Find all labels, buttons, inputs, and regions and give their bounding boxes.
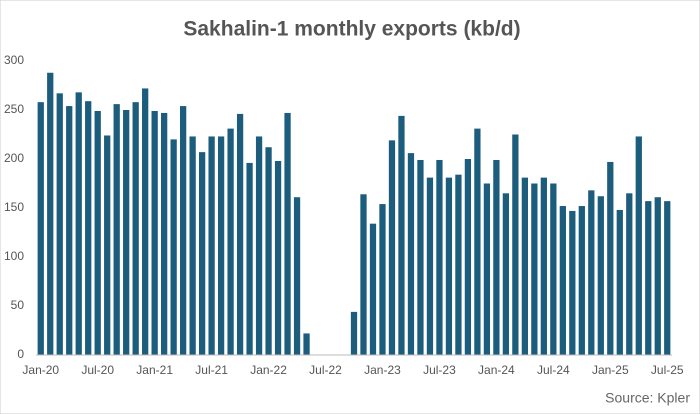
x-tick-label: Jul-25 (651, 363, 684, 377)
bar (607, 161, 614, 355)
bar (255, 136, 263, 355)
bar (303, 333, 310, 355)
x-tick-label: Jul-22 (309, 363, 342, 377)
x-tick-label: Jul-24 (537, 363, 570, 377)
bar (645, 201, 652, 355)
y-tick-label: 0 (17, 347, 24, 361)
bar (142, 88, 149, 355)
bar (531, 183, 538, 355)
bar (161, 112, 168, 355)
bar (189, 136, 196, 355)
bar (75, 92, 82, 356)
bar (654, 197, 661, 355)
bar (635, 136, 642, 355)
bar (265, 147, 272, 355)
bar (426, 177, 434, 355)
bar (47, 72, 54, 355)
y-tick-label: 150 (4, 200, 24, 214)
chart-title: Sakhalin-1 monthly exports (kb/d) (183, 18, 520, 41)
bar (66, 106, 73, 355)
bar (626, 193, 633, 355)
y-tick-label: 100 (4, 249, 24, 263)
bar (151, 110, 158, 355)
bar (113, 104, 120, 356)
bar (578, 206, 585, 355)
bar (94, 110, 101, 355)
bar (569, 210, 576, 355)
y-tick-label: 300 (4, 53, 24, 67)
bar (502, 193, 510, 355)
bar (180, 106, 187, 355)
x-tick-label: Jan-24 (478, 363, 515, 377)
bar (445, 177, 453, 355)
bar (388, 140, 396, 355)
x-tick-label: Jan-20 (22, 363, 59, 377)
bar (597, 196, 604, 355)
bar (350, 311, 358, 355)
x-tick-label: Jan-22 (250, 363, 287, 377)
bar (274, 160, 282, 355)
bar (483, 183, 491, 355)
bar (369, 223, 377, 355)
bar (236, 113, 244, 355)
x-tick-label: Jan-21 (136, 363, 173, 377)
bar (407, 153, 415, 355)
bar (227, 128, 234, 355)
bar (37, 102, 44, 355)
bar (521, 177, 528, 355)
bar (170, 139, 177, 355)
y-tick-label: 50 (11, 298, 25, 312)
bar (550, 183, 557, 355)
bar (540, 177, 547, 355)
bar (588, 190, 595, 355)
bar (104, 135, 111, 355)
bar (56, 93, 63, 355)
bar (123, 110, 130, 355)
x-tick-label: Jul-20 (81, 363, 114, 377)
y-tick-label: 250 (4, 102, 24, 116)
bar (464, 159, 472, 355)
bar (284, 112, 291, 355)
bar (512, 134, 519, 355)
bar (132, 102, 139, 355)
source: Source: Kpler (605, 390, 690, 406)
bar (208, 136, 215, 355)
bar (85, 101, 92, 356)
bar (616, 209, 623, 355)
x-tick-label: Jan-23 (364, 363, 401, 377)
bar (455, 174, 462, 355)
bar (493, 159, 500, 355)
bar (217, 136, 225, 355)
x-tick-label: Jul-23 (423, 363, 456, 377)
bar (664, 201, 671, 355)
x-tick-label: Jul-21 (195, 363, 228, 377)
bar (436, 159, 443, 355)
bar (398, 115, 405, 355)
bar (559, 206, 566, 355)
bar (474, 128, 481, 355)
bar (379, 204, 386, 355)
bar (246, 162, 253, 355)
bar (293, 197, 301, 355)
bar (360, 194, 367, 355)
bar (198, 152, 206, 355)
bar (417, 159, 424, 355)
y-tick-label: 200 (4, 151, 24, 165)
x-tick-label: Jan-25 (592, 363, 629, 377)
